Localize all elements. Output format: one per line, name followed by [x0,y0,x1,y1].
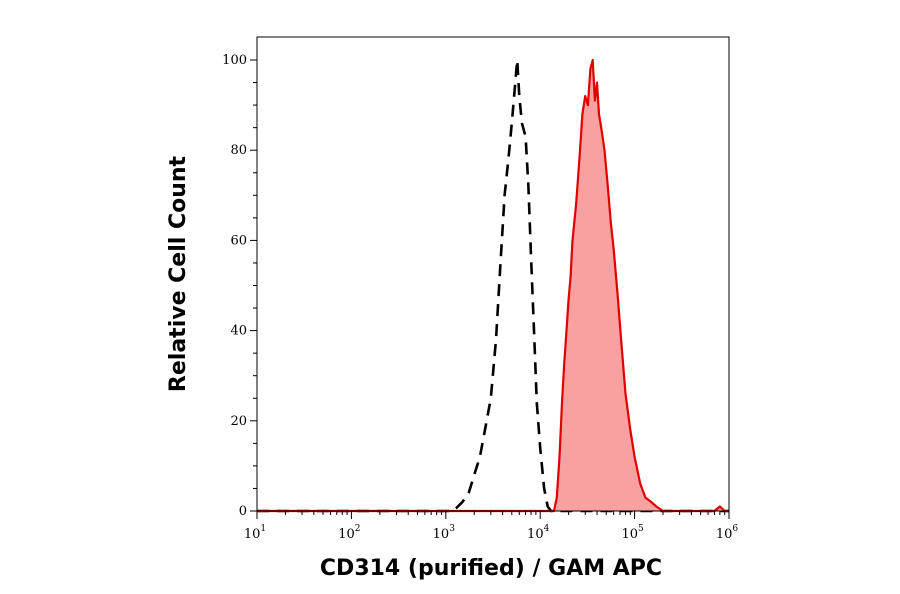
x-axis-title: CD314 (purified) / GAM APC [320,556,662,581]
x-tick-label: 102 [338,524,360,542]
y-tick-label: 0 [239,504,247,519]
y-tick-label: 20 [230,414,247,429]
x-tick-label: 103 [433,524,456,542]
x-tick-label: 106 [716,524,739,542]
y-tick-label: 100 [222,53,247,68]
y-axis-title: Relative Cell Count [166,155,191,392]
y-axis: 0 20 40 60 80 100 [222,53,257,519]
histogram-line-2 [257,58,729,513]
x-tick-label: 104 [527,524,550,542]
x-tick-label: 101 [244,524,266,542]
y-tick-label: 60 [230,233,247,248]
histogram-line-1 [257,58,729,513]
y-tick-label: 40 [230,324,247,339]
x-axis: 101 102 103 104 105 106 [244,511,739,542]
plot-area [257,58,729,513]
x-tick-label: 105 [621,524,644,542]
plot-frame [256,36,730,512]
histogram-fill-2 [257,60,729,511]
y-tick-label: 80 [230,143,247,158]
